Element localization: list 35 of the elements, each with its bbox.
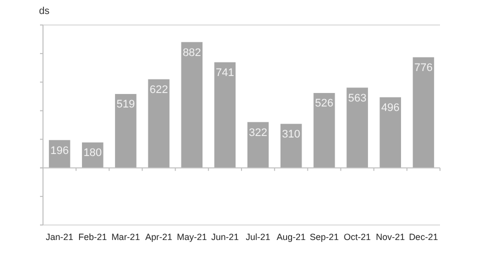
data-label: 741 [216,67,234,79]
bar [246,122,270,168]
data-label: 519 [116,98,135,111]
y-axis-title: ds [39,6,50,17]
data-label: 196 [50,144,69,157]
data-label: 322 [248,126,268,139]
x-tick-label: Apr-21 [145,232,172,242]
bar [148,78,170,168]
data-label: 526 [315,98,334,110]
x-tick-label: Aug-21 [276,232,306,242]
data-label: 622 [150,84,168,96]
bar [346,87,368,168]
data-label: 776 [414,62,433,74]
x-tick-label: Oct-21 [344,232,371,242]
data-label: 882 [182,46,202,59]
data-label: 496 [381,102,400,114]
x-tick-label: Feb-21 [78,232,107,242]
x-tick-label: Jul-21 [246,232,270,242]
x-tick-label: May-21 [176,232,207,242]
x-tick-label: Sep-21 [310,232,339,242]
data-label: 310 [282,128,300,141]
x-tick-label: Jan-21 [46,232,74,242]
bar [280,123,302,168]
x-tick-label: Dec-21 [408,232,438,242]
x-tick-label: Nov-21 [376,232,405,242]
bar [313,92,336,168]
x-tick-label: Jun-21 [211,232,239,242]
x-tick-label: Mar-21 [111,232,140,242]
bar [180,42,204,168]
bar [412,56,435,168]
bar [214,62,236,168]
bar [379,96,402,168]
bar [114,93,137,168]
data-label: 180 [83,147,102,160]
data-label: 563 [348,92,366,104]
